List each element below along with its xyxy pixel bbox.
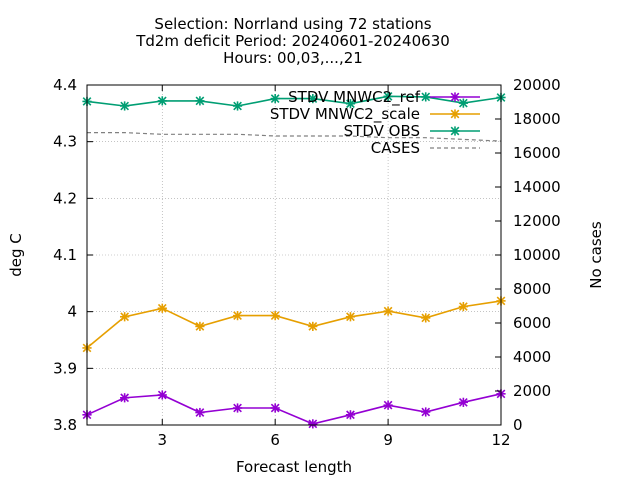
legend-entry: CASES: [371, 139, 480, 157]
data-point: [157, 303, 167, 313]
data-point: [421, 313, 431, 323]
data-point: [195, 407, 205, 418]
x-tick-label: 6: [270, 431, 280, 449]
series-line: [86, 393, 502, 425]
data-point: [458, 301, 468, 312]
x-axis-label: Forecast length: [236, 458, 352, 476]
y2-tick-label: 8000: [513, 280, 551, 298]
legend-entry: STDV MNWC2_scale: [270, 105, 480, 124]
x-tick-label: 9: [383, 431, 393, 449]
series-line: [86, 95, 502, 107]
data-point: [232, 403, 243, 413]
chart-title-line-3: Hours: 00,03,...,21: [223, 49, 363, 67]
y2-tick-label: 4000: [513, 348, 551, 366]
y2-tick-label: 20000: [513, 76, 561, 94]
chart-title-line-1: Selection: Norrland using 72 stations: [154, 15, 432, 33]
data-point: [308, 321, 318, 331]
y-tick-label: 4.3: [53, 133, 77, 151]
series-line: [87, 132, 502, 142]
y2-tick-label: 10000: [513, 246, 561, 264]
legend-label: STDV OBS: [344, 122, 420, 140]
data-point: [383, 306, 393, 316]
data-point: [383, 91, 393, 101]
series-line: [86, 300, 502, 349]
data-point: [120, 393, 130, 403]
legend-label: STDV MNWC2_scale: [270, 105, 420, 124]
data-point: [383, 400, 393, 410]
axis-ticks: 3 6 9 12 3.8 3.9 4 4.1 4.2 4.3 4.4 0 2000 4000 6000 800…: [53, 76, 561, 449]
data-point: [195, 321, 205, 331]
y-axis-label: deg C: [7, 233, 25, 277]
y2-axis-label: No cases: [587, 221, 605, 289]
data-point: [270, 94, 280, 104]
legend-marker: [450, 126, 460, 136]
y-tick-label: 3.8: [53, 416, 77, 434]
data-point: [270, 403, 280, 413]
legend-entry: STDV MNWC2_ref: [288, 88, 480, 107]
y-tick-label: 4: [67, 303, 77, 321]
data-point: [421, 407, 431, 417]
y-tick-label: 4.1: [53, 246, 77, 264]
y2-tick-label: 6000: [513, 314, 551, 332]
series-0: [82, 389, 506, 429]
legend-marker: [450, 92, 460, 102]
data-point: [458, 397, 468, 407]
data-point: [232, 311, 243, 321]
legend-label: CASES: [371, 139, 420, 157]
x-tick-label: 3: [157, 431, 167, 449]
series-layer: [82, 91, 506, 429]
data-point: [120, 101, 130, 111]
data-point: [345, 312, 356, 322]
data-point: [308, 94, 318, 104]
y-tick-label: 3.9: [53, 359, 77, 377]
series-1: [82, 296, 506, 353]
series-2: [82, 91, 506, 111]
data-point: [232, 101, 243, 111]
data-point: [270, 311, 280, 321]
y2-tick-label: 14000: [513, 178, 561, 196]
data-point: [157, 96, 167, 106]
data-point: [458, 98, 468, 108]
y2-tick-label: 0: [513, 416, 523, 434]
y-tick-label: 4.2: [53, 189, 77, 207]
legend-label: STDV MNWC2_ref: [288, 88, 421, 107]
data-point: [421, 92, 431, 102]
data-point: [157, 390, 167, 400]
data-point: [345, 410, 356, 420]
x-tick-label: 12: [491, 431, 510, 449]
chart-title-line-2: Td2m deficit Period: 20240601-20240630: [136, 32, 450, 50]
grid-lines: [87, 85, 501, 425]
y2-tick-label: 2000: [513, 382, 551, 400]
series-3: [87, 132, 502, 142]
y2-tick-label: 16000: [513, 144, 561, 162]
y-tick-label: 4.4: [53, 76, 77, 94]
data-point: [345, 99, 356, 109]
legend-entry: STDV OBS: [344, 122, 480, 140]
y2-tick-label: 18000: [513, 110, 561, 128]
data-point: [308, 419, 318, 429]
y2-tick-label: 12000: [513, 212, 561, 230]
data-point: [195, 96, 205, 106]
data-point: [120, 312, 130, 322]
legend-marker: [450, 109, 460, 119]
